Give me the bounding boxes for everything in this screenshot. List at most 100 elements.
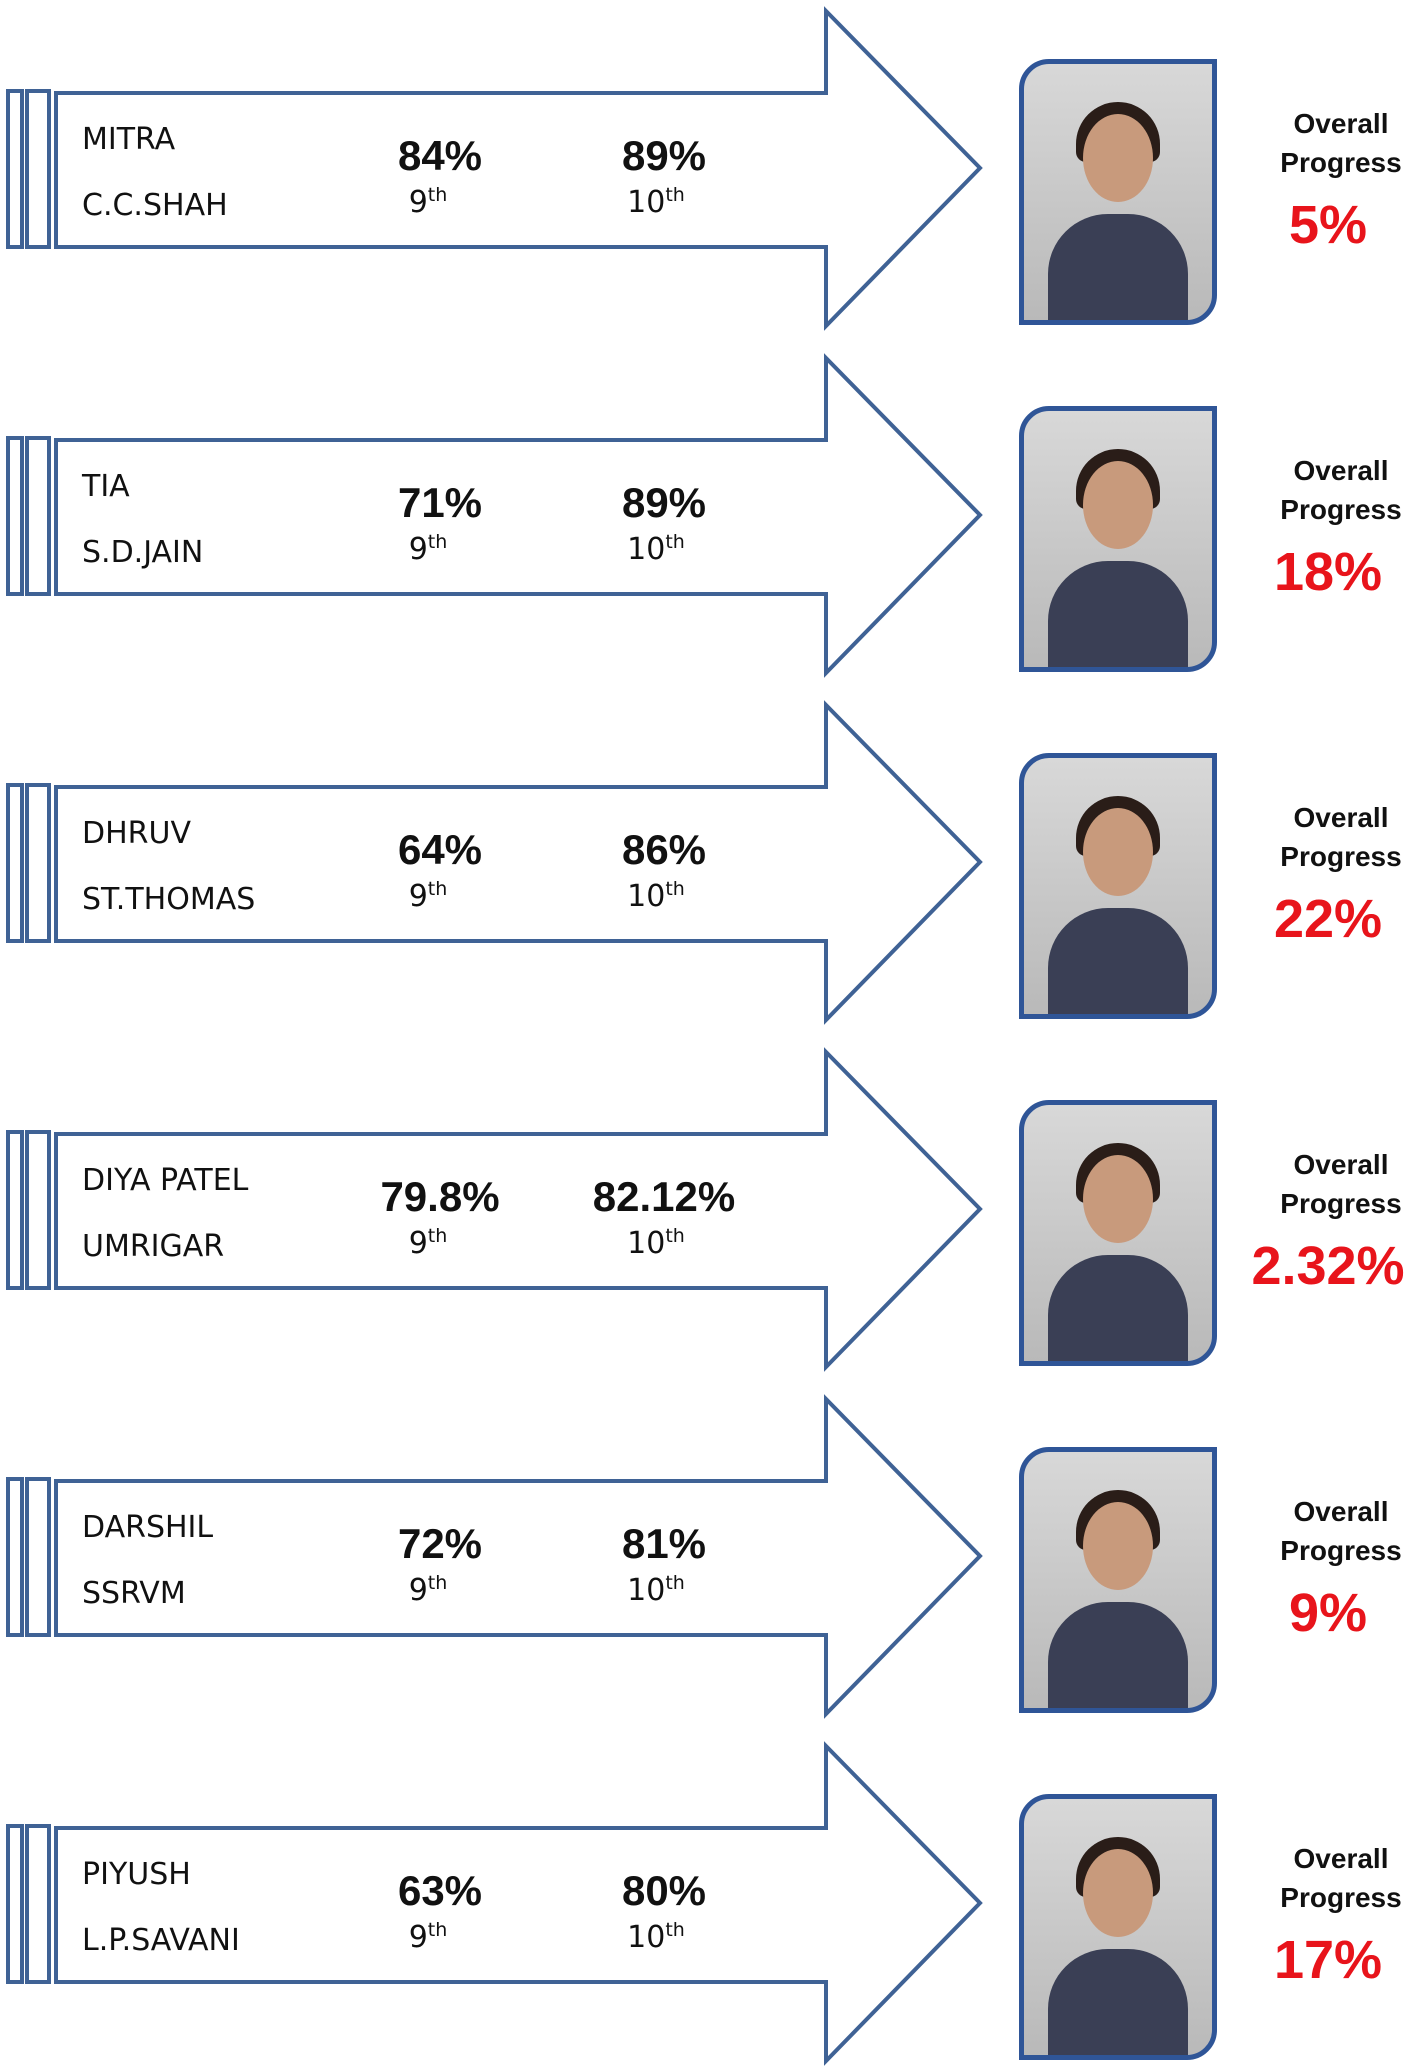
- grade-number: 9: [409, 1920, 428, 1955]
- arrow-bar: [8, 91, 22, 247]
- progress-value: 9%: [1236, 1582, 1420, 1644]
- photo-body: [1048, 908, 1188, 1019]
- arrow-graphic: [0, 4, 1000, 334]
- arrow-graphic: [0, 1392, 1000, 1722]
- grade-label: 9th: [409, 1919, 448, 1955]
- arrow-bar: [27, 91, 49, 247]
- grade-suffix: th: [665, 1919, 685, 1941]
- progress-value: 2.32%: [1236, 1235, 1420, 1297]
- arrow: [56, 358, 980, 673]
- student-name: PIYUSH: [82, 1857, 191, 1892]
- grade-label: 10th: [627, 1572, 685, 1608]
- student-name: DHRUV: [82, 816, 191, 851]
- photo-body: [1048, 1602, 1188, 1713]
- school-name: L.P.SAVANI: [82, 1923, 240, 1958]
- student-photo: [1019, 406, 1217, 672]
- score-9th: 71%: [398, 479, 482, 527]
- grade-number: 10: [627, 1573, 665, 1608]
- school-name: UMRIGAR: [82, 1229, 224, 1264]
- progress-value: 17%: [1236, 1929, 1420, 1991]
- arrow-bar: [27, 1132, 49, 1288]
- grade-suffix: th: [665, 1225, 685, 1247]
- student-photo: [1019, 1100, 1217, 1366]
- score-10th: 86%: [622, 826, 706, 874]
- grade-number: 9: [409, 879, 428, 914]
- grade-label: 9th: [409, 878, 448, 914]
- progress-label: Overall Progress: [1256, 104, 1420, 182]
- grade-suffix: th: [665, 184, 685, 206]
- grade-suffix: th: [665, 531, 685, 553]
- grade-suffix: th: [428, 531, 448, 553]
- progress-label: Overall Progress: [1256, 451, 1420, 529]
- arrow: [56, 1746, 980, 2061]
- score-9th: 79.8%: [380, 1173, 499, 1221]
- progress-value: 18%: [1236, 541, 1420, 603]
- grade-label: 10th: [627, 184, 685, 220]
- photo-head: [1083, 808, 1153, 896]
- progress-label: Overall Progress: [1256, 1839, 1420, 1917]
- arrow-graphic: [0, 351, 1000, 681]
- arrow-graphic: [0, 698, 1000, 1028]
- school-name: S.D.JAIN: [82, 535, 203, 570]
- grade-label: 10th: [627, 1919, 685, 1955]
- arrow-bar: [27, 1826, 49, 1982]
- photo-head: [1083, 1155, 1153, 1243]
- arrow-bar: [8, 1479, 22, 1635]
- photo-head: [1083, 114, 1153, 202]
- school-name: C.C.SHAH: [82, 188, 228, 223]
- grade-label: 9th: [409, 531, 448, 567]
- school-name: SSRVM: [82, 1576, 186, 1611]
- grade-label: 9th: [409, 1572, 448, 1608]
- student-photo: [1019, 753, 1217, 1019]
- grade-suffix: th: [428, 1919, 448, 1941]
- arrow-bar: [27, 785, 49, 941]
- grade-label: 10th: [627, 531, 685, 567]
- progress-label: Overall Progress: [1256, 1492, 1420, 1570]
- arrow-bar: [8, 438, 22, 594]
- score-10th: 82.12%: [593, 1173, 735, 1221]
- page: MITRAC.C.SHAH84%89%9th10thOverall Progre…: [0, 0, 1420, 2066]
- grade-number: 10: [627, 185, 665, 220]
- photo-body: [1048, 1255, 1188, 1366]
- arrow-bar: [27, 438, 49, 594]
- grade-number: 9: [409, 532, 428, 567]
- grade-suffix: th: [665, 1572, 685, 1594]
- score-9th: 84%: [398, 132, 482, 180]
- photo-body: [1048, 214, 1188, 325]
- student-photo: [1019, 1794, 1217, 2060]
- grade-label: 9th: [409, 184, 448, 220]
- student-name: MITRA: [82, 122, 175, 157]
- photo-head: [1083, 1502, 1153, 1590]
- arrow-bar: [8, 1132, 22, 1288]
- grade-suffix: th: [428, 878, 448, 900]
- grade-suffix: th: [428, 1225, 448, 1247]
- arrow-bar: [27, 1479, 49, 1635]
- score-10th: 81%: [622, 1520, 706, 1568]
- score-10th: 89%: [622, 132, 706, 180]
- arrow-bar: [8, 1826, 22, 1982]
- progress-label: Overall Progress: [1256, 1145, 1420, 1223]
- score-10th: 89%: [622, 479, 706, 527]
- grade-label: 10th: [627, 878, 685, 914]
- score-9th: 64%: [398, 826, 482, 874]
- grade-suffix: th: [428, 1572, 448, 1594]
- score-9th: 63%: [398, 1867, 482, 1915]
- arrow-graphic: [0, 1045, 1000, 1375]
- student-name: DARSHIL: [82, 1510, 213, 1545]
- arrow: [56, 1052, 980, 1367]
- grade-suffix: th: [665, 878, 685, 900]
- arrow-bar: [8, 785, 22, 941]
- grade-suffix: th: [428, 184, 448, 206]
- student-name: DIYA PATEL: [82, 1163, 248, 1198]
- grade-number: 10: [627, 1920, 665, 1955]
- progress-label: Overall Progress: [1256, 798, 1420, 876]
- score-9th: 72%: [398, 1520, 482, 1568]
- grade-number: 9: [409, 1226, 428, 1261]
- grade-number: 10: [627, 532, 665, 567]
- photo-body: [1048, 1949, 1188, 2060]
